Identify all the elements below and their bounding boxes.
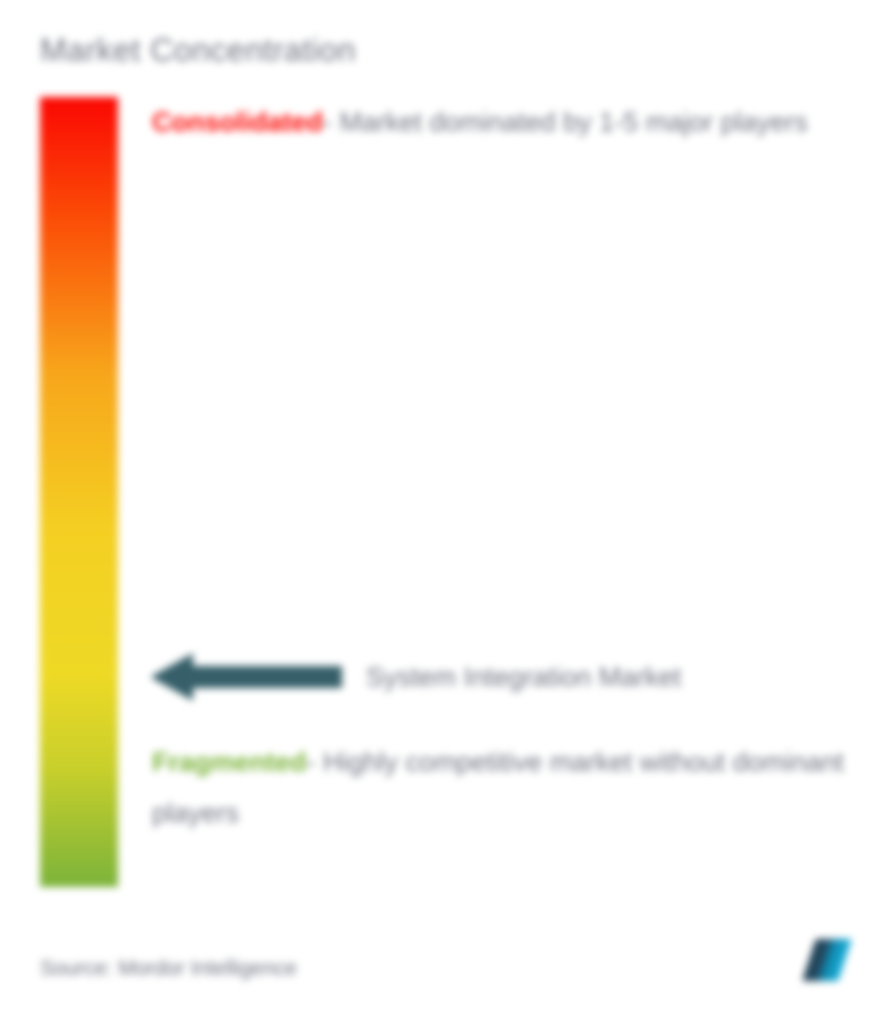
infographic-card: Market Concentration Consolidated- Marke… — [0, 0, 885, 1009]
text-column: Consolidated- Market dominated by 1-5 ma… — [152, 97, 845, 887]
pointer-row: System Integration Market — [152, 652, 681, 702]
source-text: Source: Mordor Intelligence — [40, 957, 297, 981]
consolidated-key: Consolidated — [152, 107, 323, 137]
concentration-gradient-bar — [40, 97, 118, 887]
page-title: Market Concentration — [40, 32, 845, 69]
fragmented-key: Fragmented — [152, 747, 307, 777]
arrow-left-icon — [152, 652, 342, 702]
mordor-logo — [809, 939, 845, 981]
pointer-label: System Integration Market — [366, 662, 681, 693]
footer: Source: Mordor Intelligence — [40, 939, 845, 981]
body-row: Consolidated- Market dominated by 1-5 ma… — [40, 97, 845, 887]
consolidated-legend: Consolidated- Market dominated by 1-5 ma… — [152, 97, 845, 148]
fragmented-legend: Fragmented- Highly competitive market wi… — [152, 737, 845, 840]
consolidated-desc: - Market dominated by 1-5 major players — [323, 107, 808, 137]
